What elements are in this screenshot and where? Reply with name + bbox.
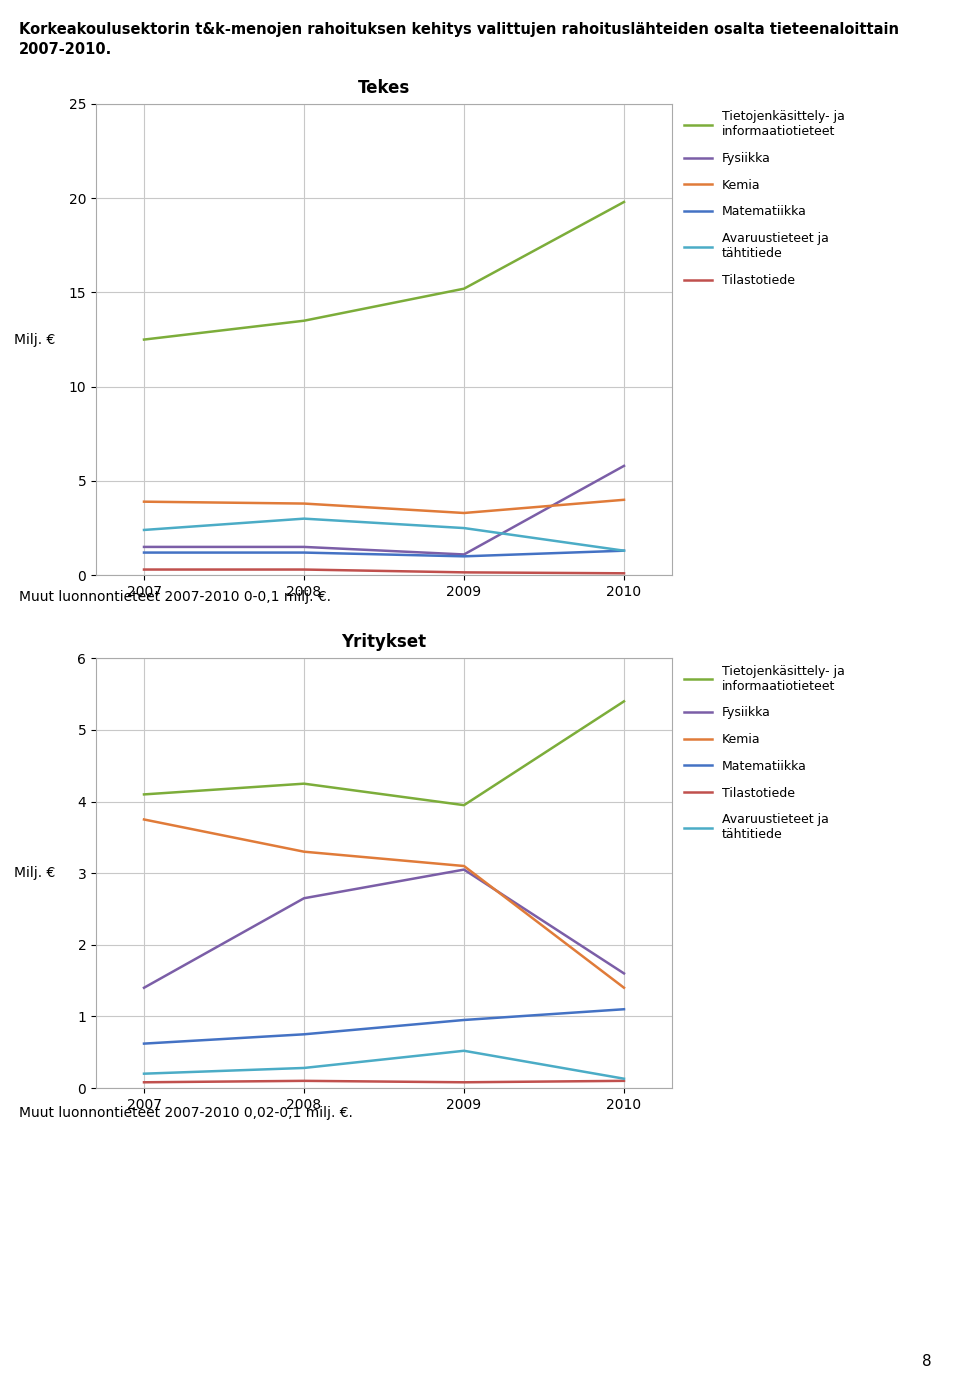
Text: Muut luonnontieteet 2007-2010 0,02-0,1 milj. €.: Muut luonnontieteet 2007-2010 0,02-0,1 m… [19,1106,353,1120]
Text: 8: 8 [922,1354,931,1369]
Text: 2007-2010.: 2007-2010. [19,42,112,57]
Legend: Tietojenkäsittely- ja
informaatiotieteet, Fysiikka, Kemia, Matematiikka, Avaruus: Tietojenkäsittely- ja informaatiotieteet… [684,111,845,287]
Text: Milj. €: Milj. € [14,333,56,346]
Text: Milj. €: Milj. € [14,866,56,880]
Legend: Tietojenkäsittely- ja
informaatiotieteet, Fysiikka, Kemia, Matematiikka, Tilasto: Tietojenkäsittely- ja informaatiotieteet… [684,665,845,841]
Title: Tekes: Tekes [358,79,410,97]
Text: Korkeakoulusektorin t&k-menojen rahoituksen kehitys valittujen rahoituslähteiden: Korkeakoulusektorin t&k-menojen rahoituk… [19,22,900,37]
Text: Muut luonnontieteet 2007-2010 0-0,1 milj. €.: Muut luonnontieteet 2007-2010 0-0,1 milj… [19,590,331,604]
Title: Yritykset: Yritykset [342,633,426,651]
